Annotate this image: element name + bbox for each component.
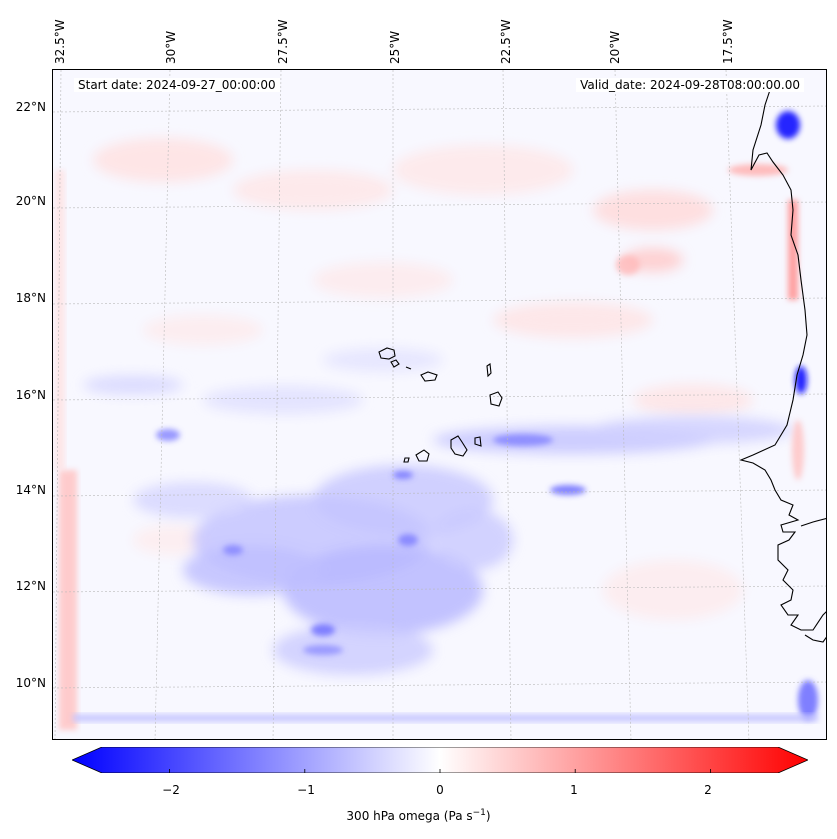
valid-date-label: Valid_date: 2024-09-28T08:00:00.00 bbox=[576, 78, 804, 92]
start-date-label: Start date: 2024-09-27_00:00:00 bbox=[74, 78, 280, 92]
coastal-descent-bands bbox=[616, 164, 804, 480]
colorbar-tick-1: 1 bbox=[570, 783, 578, 797]
colorbar-tick-neg1: −1 bbox=[297, 783, 315, 797]
lon-label-20w: 20°W bbox=[608, 30, 622, 64]
lon-label-25w: 25°W bbox=[388, 30, 402, 64]
strong-ascent-spots bbox=[156, 111, 818, 720]
colorbar-label-text: 300 hPa omega (Pa s bbox=[346, 809, 473, 823]
negative-omega-patches bbox=[83, 348, 793, 675]
bottom-edge-band bbox=[73, 714, 818, 722]
colorbar-gradient bbox=[72, 747, 808, 773]
lat-label-10n: 10°N bbox=[15, 676, 46, 690]
colorbar-tick-0: 0 bbox=[436, 783, 444, 797]
lat-label-20n: 20°N bbox=[15, 194, 46, 208]
omega-field-map bbox=[53, 70, 826, 739]
colorbar-tick-neg2: −2 bbox=[162, 783, 180, 797]
lat-label-16n: 16°N bbox=[15, 388, 46, 402]
lon-label-30w: 30°W bbox=[164, 30, 178, 64]
lon-label-27-5w: 27.5°W bbox=[276, 19, 290, 64]
left-edge-band bbox=[59, 470, 77, 730]
cape-verde-islands bbox=[378, 347, 503, 463]
lon-label-32-5w: 32.5°W bbox=[53, 19, 67, 64]
lon-label-22-5w: 22.5°W bbox=[499, 19, 513, 64]
graticule bbox=[53, 70, 826, 739]
colorbar-label: 300 hPa omega (Pa s−1) bbox=[0, 808, 837, 823]
lat-label-12n: 12°N bbox=[15, 579, 46, 593]
colorbar-label-close: ) bbox=[485, 809, 491, 823]
colorbar-label-exponent: −1 bbox=[472, 808, 486, 818]
colorbar bbox=[72, 747, 808, 773]
lat-label-14n: 14°N bbox=[15, 483, 46, 497]
positive-omega-patches bbox=[93, 138, 753, 620]
lon-label-17-5w: 17.5°W bbox=[721, 19, 735, 64]
lat-label-18n: 18°N bbox=[15, 291, 46, 305]
map-panel bbox=[52, 69, 827, 740]
colorbar-tick-2: 2 bbox=[704, 783, 712, 797]
lat-label-22n: 22°N bbox=[15, 100, 46, 114]
coastline bbox=[739, 89, 826, 643]
